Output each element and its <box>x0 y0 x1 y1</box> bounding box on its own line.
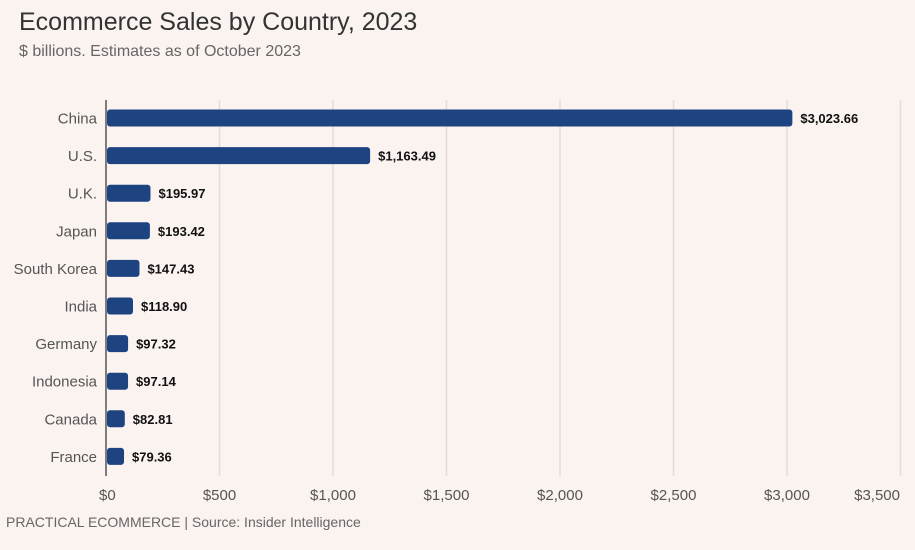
category-label: India <box>64 299 97 316</box>
source-footer: PRACTICAL ECOMMERCE | Source: Insider In… <box>6 514 361 530</box>
x-tick-label: $1,500 <box>424 487 470 504</box>
category-label: France <box>50 449 97 466</box>
category-label: Germany <box>35 336 97 353</box>
data-label: $193.42 <box>158 224 205 239</box>
x-tick-label: $500 <box>203 487 236 504</box>
chart-title: Ecommerce Sales by Country, 2023 <box>19 8 418 36</box>
bar-chart: China U.S. U.K. Japan South Korea India German… <box>14 100 902 504</box>
gridlines <box>218 100 902 476</box>
category-label: U.K. <box>68 186 97 203</box>
x-tick-label: $1,000 <box>310 487 356 504</box>
data-label: $1,163.49 <box>378 149 436 164</box>
data-label: $97.14 <box>136 374 177 389</box>
bar-u-k <box>107 184 151 202</box>
data-label: $147.43 <box>147 261 194 276</box>
category-label: Japan <box>56 223 97 240</box>
bar-canada <box>107 410 125 428</box>
bar-indonesia <box>107 372 129 390</box>
bar-china <box>107 109 793 127</box>
bar-japan <box>107 222 150 240</box>
category-label: U.S. <box>68 148 97 165</box>
category-label: Indonesia <box>32 374 98 391</box>
data-label: $195.97 <box>158 186 205 201</box>
bar-germany <box>107 335 129 353</box>
x-tick-label: $3,500 <box>854 487 900 504</box>
x-tick-label: $2,500 <box>651 487 697 504</box>
data-label: $97.32 <box>136 337 176 352</box>
data-label: $79.36 <box>132 449 172 464</box>
x-tick-label: $0 <box>99 487 116 504</box>
x-tick-label: $2,000 <box>537 487 583 504</box>
bar-india <box>107 297 133 315</box>
data-label: $118.90 <box>141 299 187 314</box>
data-labels: $3,023.66 $1,163.49 $195.97 $193.42 $147.43 $… <box>132 111 858 464</box>
x-tick-labels: $0 $500 $1,000 $1,500 $2,000 $2,500 $3,000 $3,5… <box>99 487 900 504</box>
category-label: Canada <box>44 411 97 428</box>
data-label: $3,023.66 <box>800 111 858 126</box>
category-label: China <box>58 111 98 128</box>
x-tick-label: $3,000 <box>764 487 810 504</box>
category-labels: China U.S. U.K. Japan South Korea India German… <box>14 111 98 466</box>
bar-south-korea <box>107 259 140 277</box>
chart-subtitle: $ billions. Estimates as of October 2023 <box>19 43 301 60</box>
data-label: $82.81 <box>133 412 173 427</box>
category-label: South Korea <box>14 261 98 278</box>
bars <box>107 109 793 465</box>
bar-france <box>107 447 125 465</box>
bar-u-s <box>107 147 371 165</box>
